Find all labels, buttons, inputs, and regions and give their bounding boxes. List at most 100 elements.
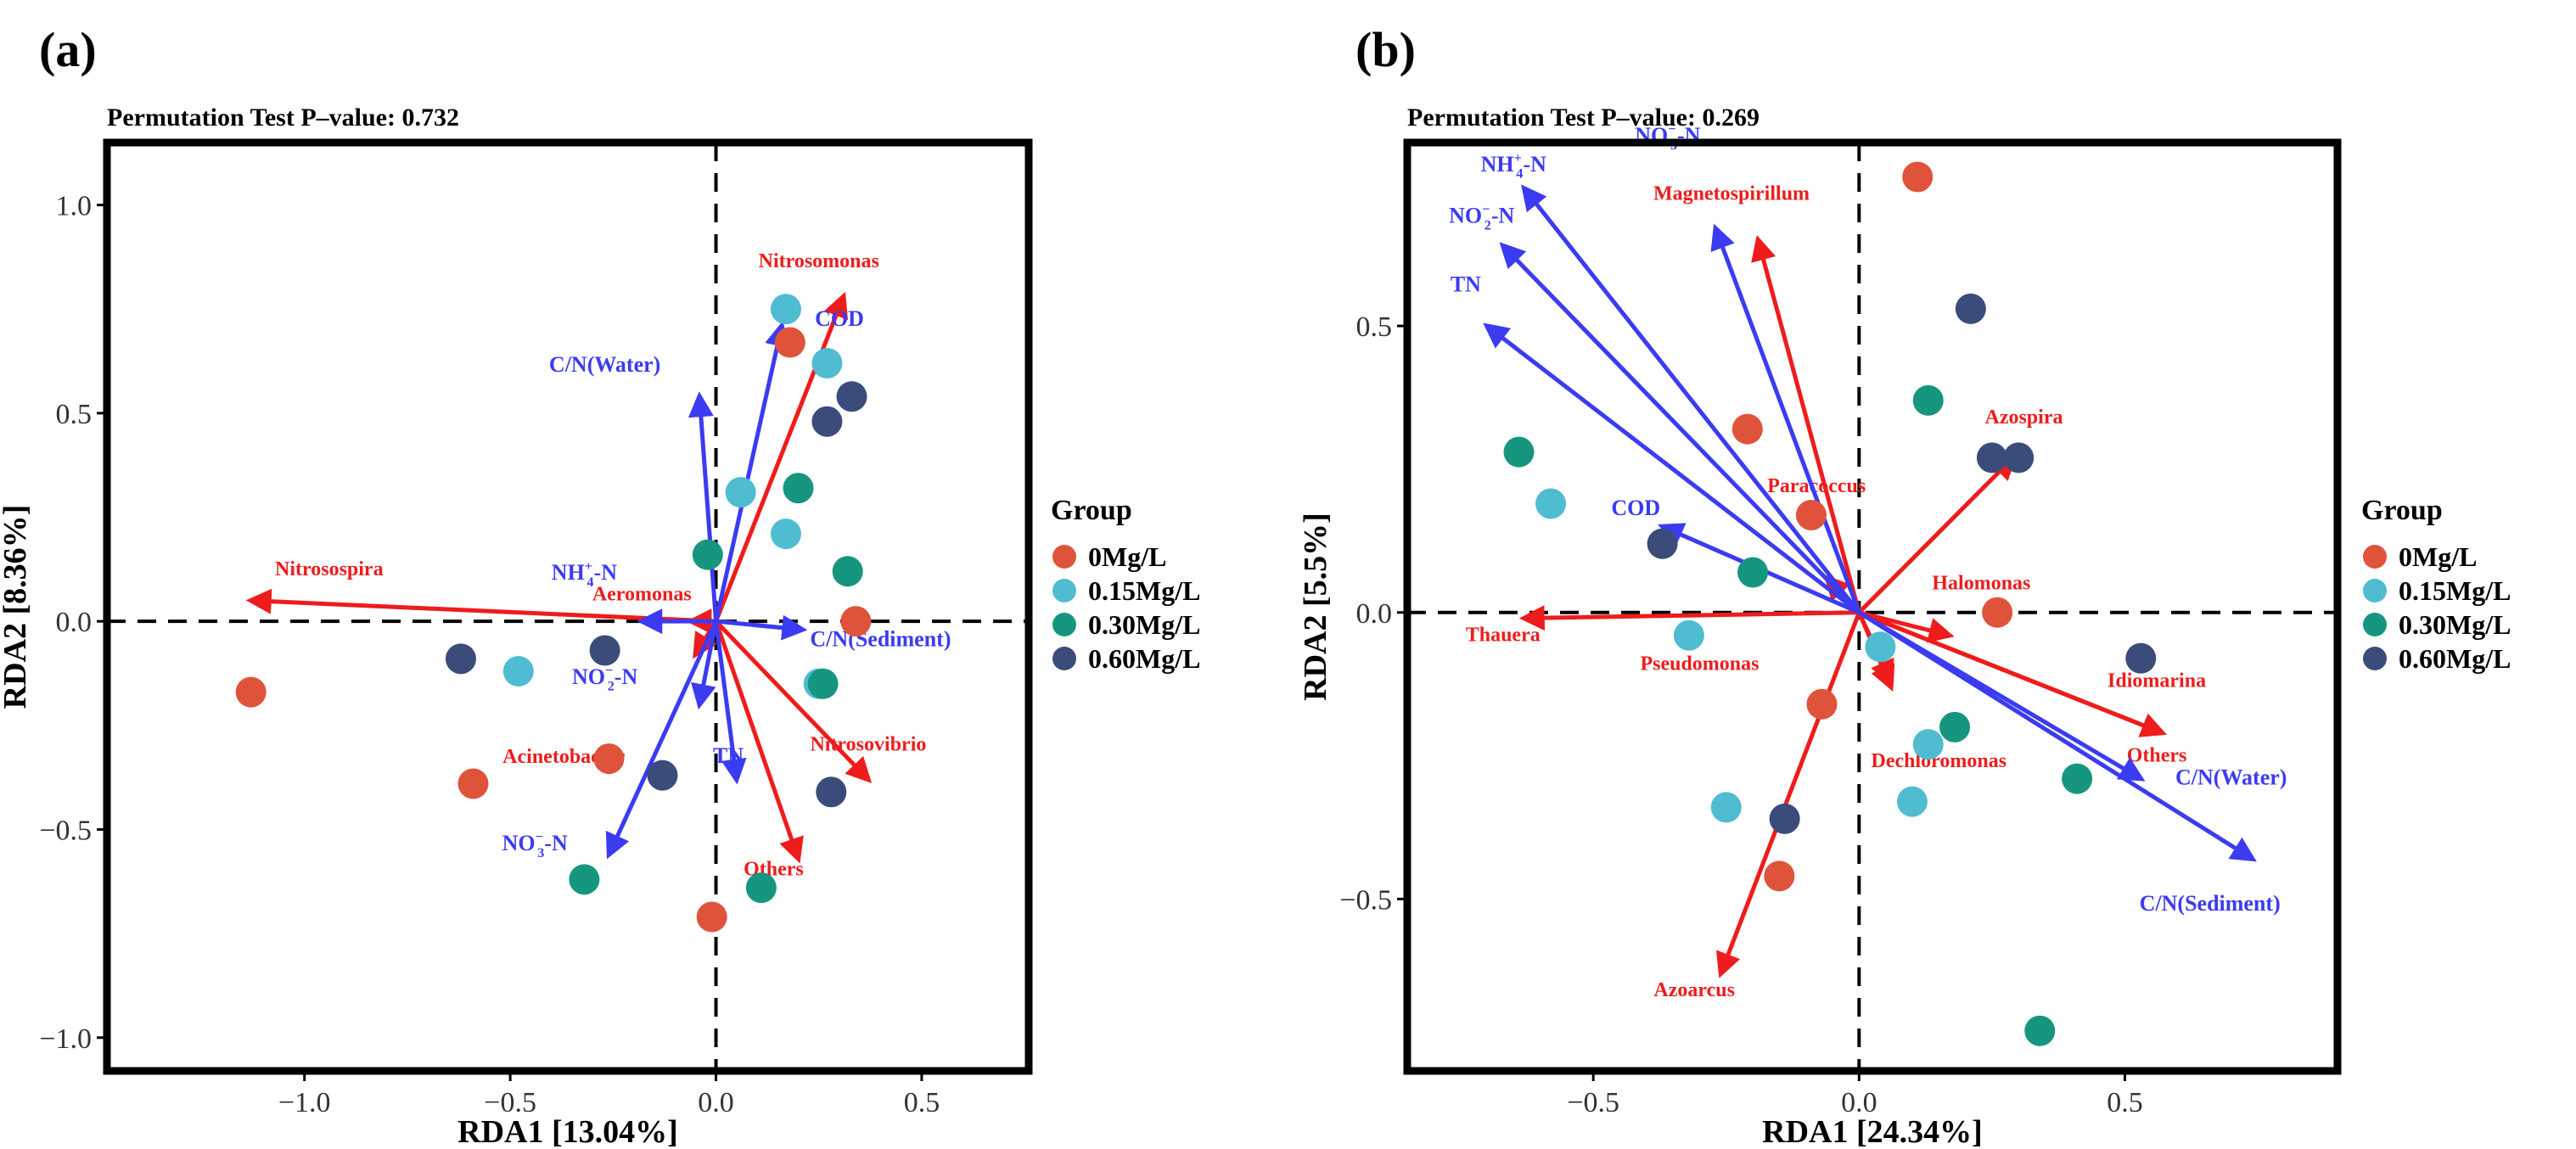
panel-letter: (b) <box>1355 22 1416 77</box>
env-label-nh4-sub: 4 <box>1516 167 1523 182</box>
env-label-cod: COD <box>1611 496 1660 520</box>
env-label-no2-tail: -N <box>1491 204 1515 228</box>
y-tick-label: 0.5 <box>1356 311 1393 343</box>
legend-label: 0.60Mg/L <box>1088 643 1200 674</box>
panel-b: (b) Permutation Test P–value: 0.269 Magnet… <box>1298 22 2511 1149</box>
sample-point <box>696 901 727 933</box>
sample-point <box>832 556 863 587</box>
y-axis-label: RDA2 [5.5%] <box>1298 513 1333 701</box>
env-arrow-no2 <box>1499 242 1861 614</box>
legend-swatch <box>1052 579 1076 603</box>
sample-point <box>2125 642 2157 674</box>
env-arrow-no3 <box>605 620 718 860</box>
env-label-no3-sub: 3 <box>537 846 544 860</box>
species-label-pseudomonas: Pseudomonas <box>1640 653 1759 675</box>
sample-point <box>1503 436 1535 468</box>
sample-point <box>1673 619 1704 651</box>
env-arrow-tn <box>1483 322 1860 614</box>
env-label-no2: NO− 2-N <box>1449 203 1514 233</box>
species-arrow-azospira <box>1857 454 2018 614</box>
sample-point <box>811 406 843 437</box>
sample-point <box>235 676 267 708</box>
species-arrow-others-a <box>714 620 804 864</box>
sample-point <box>1806 688 1838 720</box>
env-label-no3-sup: − <box>536 830 543 844</box>
sample-point <box>770 294 801 325</box>
env-arrow-nh4 <box>1521 184 1861 614</box>
legend: Group 0Mg/L0.15Mg/L0.30Mg/L0.60Mg/L <box>2361 495 2511 674</box>
x-tick-label: 0.0 <box>698 1087 734 1118</box>
species-label-nitrosospira: Nitrosospira <box>275 558 384 580</box>
y-tick-label: 1.0 <box>56 191 93 222</box>
env-arrow-no3 <box>1710 223 1861 614</box>
x-tick-label: −0.5 <box>484 1087 536 1118</box>
y-tick-label: −0.5 <box>1339 884 1392 916</box>
sample-point <box>2062 763 2093 794</box>
sample-point <box>569 864 600 895</box>
env-label-nh4-base: NH <box>1481 152 1514 177</box>
x-axis-label: RDA1 [13.04%] <box>457 1114 678 1149</box>
species-label-others-b: Others <box>2127 744 2187 766</box>
legend-label: 0Mg/L <box>2399 541 2477 572</box>
env-label-nh4-tail: -N <box>1523 152 1546 177</box>
x-tick-label: 0.0 <box>1841 1087 1877 1118</box>
plot-frame <box>1403 138 2342 1075</box>
sample-point <box>1737 557 1769 588</box>
sample-point <box>2024 1015 2056 1046</box>
legend-label: 0.60Mg/L <box>2399 643 2511 674</box>
sample-point <box>836 381 867 412</box>
x-tick-label: 0.5 <box>904 1087 940 1118</box>
y-tick-label: 0.5 <box>56 399 93 430</box>
legend-label: 0.30Mg/L <box>2399 609 2511 640</box>
legend-swatch <box>2363 579 2387 603</box>
sample-point <box>457 768 489 799</box>
sample-point <box>807 668 839 699</box>
sample-point <box>2003 442 2034 474</box>
env-label-nh4-sup: + <box>585 559 592 574</box>
plot-frame <box>103 138 1033 1075</box>
sample-point <box>840 606 872 637</box>
sample-point <box>1710 792 1742 823</box>
species-label-nitrosomonas: Nitrosomonas <box>759 250 879 272</box>
env-label-no3-base: NO <box>502 831 536 855</box>
sample-point <box>692 539 723 570</box>
species-label-thauera: Thauera <box>1466 625 1541 647</box>
sample-point <box>1976 442 2007 474</box>
permutation-test-label: Permutation Test P–value: 0.732 <box>107 104 459 132</box>
species-label-aeromonas: Aeromonas <box>592 584 692 606</box>
sample-point <box>589 635 620 666</box>
species-arrow-nitrosovibrio <box>714 619 873 783</box>
legend-label: 0.15Mg/L <box>2399 575 2511 606</box>
env-label-cod: COD <box>815 306 864 331</box>
x-tick-label: −1.0 <box>278 1087 331 1118</box>
sample-point <box>1535 488 1567 519</box>
sample-point <box>745 872 777 904</box>
panel-letter: (a) <box>39 22 97 77</box>
sample-point <box>1764 860 1795 892</box>
env-label-nh4-sup: + <box>1514 151 1522 165</box>
species-label-nitrosovibrio: Nitrosovibrio <box>810 733 926 755</box>
legend-label: 0Mg/L <box>1088 541 1166 572</box>
sample-point <box>1912 384 1944 416</box>
sample-point <box>1896 786 1928 817</box>
species-label-idiomarina: Idiomarina <box>2107 670 2206 692</box>
sample-point <box>1912 729 1944 760</box>
env-label-nh4-base: NH <box>552 560 585 585</box>
species-arrow-magnetospirillum <box>1751 235 1861 614</box>
x-tick-label: 0.5 <box>2107 1087 2143 1118</box>
sample-point <box>502 656 534 687</box>
y-axis-label: RDA2 [8.36%] <box>0 505 33 709</box>
species-arrow-others-b <box>1858 610 2167 737</box>
env-arrow-tn <box>714 620 747 785</box>
legend: Group 0Mg/L0.15Mg/L0.30Mg/L0.60Mg/L <box>1051 495 1200 674</box>
sample-point <box>1795 499 1827 530</box>
env-label-no2: NO− 2-N <box>572 664 637 694</box>
x-tick-label: −0.5 <box>1567 1087 1619 1118</box>
env-label-tn: TN <box>1451 272 1481 297</box>
env-label-nh4: NH+ 4-N <box>1481 151 1546 182</box>
species-arrow-azoarcus <box>1716 611 1861 978</box>
env-label-cn-water: C/N(Water) <box>549 352 660 377</box>
sample-point <box>725 477 756 508</box>
env-label-nh4: NH+ 4-N <box>552 559 617 590</box>
species-arrow-thauera <box>1518 605 1860 631</box>
